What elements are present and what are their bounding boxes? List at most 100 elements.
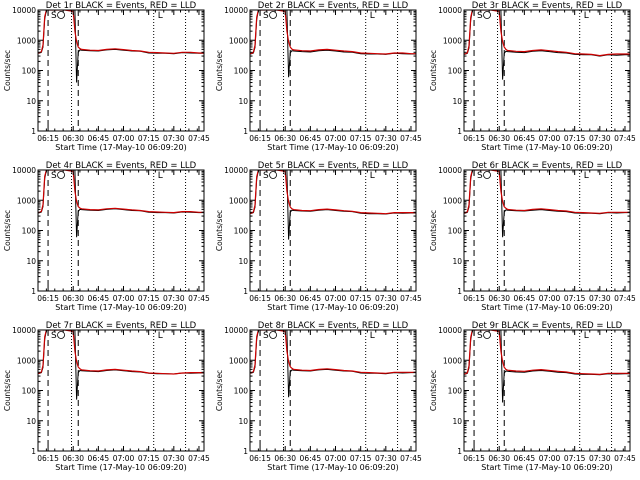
x-tick-label: 07:00 xyxy=(539,454,561,463)
panel-title: Det 1r BLACK = Events, RED = LLD xyxy=(46,1,197,11)
panel-title: Det 4r BLACK = Events, RED = LLD xyxy=(46,161,197,171)
series-line-lld xyxy=(38,10,204,54)
y-tick-label: 10000 xyxy=(12,6,36,15)
plot-frame xyxy=(463,9,631,132)
series-line-events xyxy=(464,330,630,403)
y-tick-label: 10000 xyxy=(438,6,462,15)
series-line-lld xyxy=(464,330,630,376)
plot-frame xyxy=(249,9,417,132)
x-tick-label: 07:00 xyxy=(113,454,135,463)
x-tick-label: 07:00 xyxy=(325,294,347,303)
y-tick-label: 10000 xyxy=(12,326,36,335)
y-tick-label: 10 xyxy=(26,97,36,106)
y-tick-label: 100 xyxy=(22,67,37,76)
y-tick-label: 10000 xyxy=(438,166,462,175)
y-tick-label: 10000 xyxy=(224,326,248,335)
marker-circle xyxy=(269,171,277,179)
y-tick-label: 1 xyxy=(457,127,462,136)
x-tick-label: 06:45 xyxy=(514,454,536,463)
y-tick-label: 100 xyxy=(234,227,249,236)
y-tick-label: 10 xyxy=(26,257,36,266)
x-tick-label: 06:30 xyxy=(488,454,510,463)
x-tick-label: 07:45 xyxy=(400,134,422,143)
x-tick-label: 07:45 xyxy=(400,294,422,303)
x-tick-label: 07:45 xyxy=(188,134,210,143)
marker-circle xyxy=(483,11,491,19)
panel-title: Det 5r BLACK = Events, RED = LLD xyxy=(258,161,409,171)
x-tick-label: 06:45 xyxy=(300,134,322,143)
x-tick-label: 06:15 xyxy=(249,134,271,143)
x-tick-label: 06:15 xyxy=(463,294,485,303)
series-group xyxy=(464,330,630,403)
marker-s-label: S xyxy=(263,331,269,341)
y-tick-label: 1 xyxy=(243,287,248,296)
x-tick-label: 07:15 xyxy=(350,134,372,143)
series-line-events xyxy=(38,10,204,83)
series-line-lld xyxy=(38,330,204,375)
marker-l-label: L xyxy=(584,171,589,181)
x-tick-label: 07:30 xyxy=(589,134,611,143)
series-group xyxy=(250,170,416,240)
x-tick-label: 06:45 xyxy=(300,454,322,463)
y-tick-label: 1 xyxy=(457,287,462,296)
marker-s-label: S xyxy=(477,331,483,341)
series-line-lld xyxy=(250,170,416,215)
y-tick-label: 1000 xyxy=(229,36,248,45)
series-line-events xyxy=(464,10,630,80)
panel-title: Det 2r BLACK = Events, RED = LLD xyxy=(258,1,409,11)
x-axis-label: Start Time (17-May-10 06:09:20) xyxy=(55,463,186,472)
x-tick-label: 07:15 xyxy=(138,294,160,303)
y-tick-label: 1000 xyxy=(229,356,248,365)
y-axis-label: Counts/sec xyxy=(3,370,12,411)
x-tick-label: 07:00 xyxy=(113,134,135,143)
x-tick-label: 06:45 xyxy=(514,294,536,303)
y-axis-label: Counts/sec xyxy=(429,370,438,411)
y-tick-label: 100 xyxy=(448,227,463,236)
marker-l-label: L xyxy=(370,11,375,21)
plot-frame xyxy=(249,169,417,292)
series-line-lld xyxy=(38,170,204,214)
x-axis-label: Start Time (17-May-10 06:09:20) xyxy=(481,143,612,152)
y-axis-label: Counts/sec xyxy=(215,370,224,411)
series-line-lld xyxy=(464,170,630,214)
x-tick-label: 07:30 xyxy=(589,294,611,303)
y-axis-label: Counts/sec xyxy=(215,210,224,251)
x-tick-label: 06:15 xyxy=(37,454,59,463)
y-tick-label: 1 xyxy=(243,127,248,136)
x-tick-label: 06:45 xyxy=(88,134,110,143)
series-group xyxy=(250,330,416,398)
marker-circle xyxy=(57,331,65,339)
x-tick-label: 07:45 xyxy=(400,454,422,463)
x-tick-label: 06:15 xyxy=(463,454,485,463)
marker-l-label: L xyxy=(584,331,589,341)
x-axis-label: Start Time (17-May-10 06:09:20) xyxy=(267,463,398,472)
x-tick-label: 07:45 xyxy=(188,294,210,303)
x-tick-label: 06:15 xyxy=(37,134,59,143)
marker-l-label: L xyxy=(158,331,163,341)
marker-s-label: S xyxy=(263,11,269,21)
x-tick-label: 06:15 xyxy=(249,454,271,463)
y-tick-label: 1 xyxy=(457,447,462,456)
panel-title: Det 6r BLACK = Events, RED = LLD xyxy=(472,161,623,171)
y-tick-label: 10000 xyxy=(224,6,248,15)
x-axis-label: Start Time (17-May-10 06:09:20) xyxy=(267,143,398,152)
plot-frame xyxy=(249,329,417,452)
y-tick-label: 10 xyxy=(452,97,462,106)
series-group xyxy=(38,330,204,400)
x-axis-label: Start Time (17-May-10 06:09:20) xyxy=(267,303,398,312)
y-tick-label: 1 xyxy=(31,127,36,136)
x-tick-label: 06:15 xyxy=(463,134,485,143)
y-tick-label: 100 xyxy=(234,387,249,396)
panel-title: Det 3r BLACK = Events, RED = LLD xyxy=(472,1,623,11)
marker-circle xyxy=(57,11,65,19)
x-axis-label: Start Time (17-May-10 06:09:20) xyxy=(55,143,186,152)
marker-circle xyxy=(269,11,277,19)
x-tick-label: 07:45 xyxy=(188,454,210,463)
series-group xyxy=(464,10,630,80)
